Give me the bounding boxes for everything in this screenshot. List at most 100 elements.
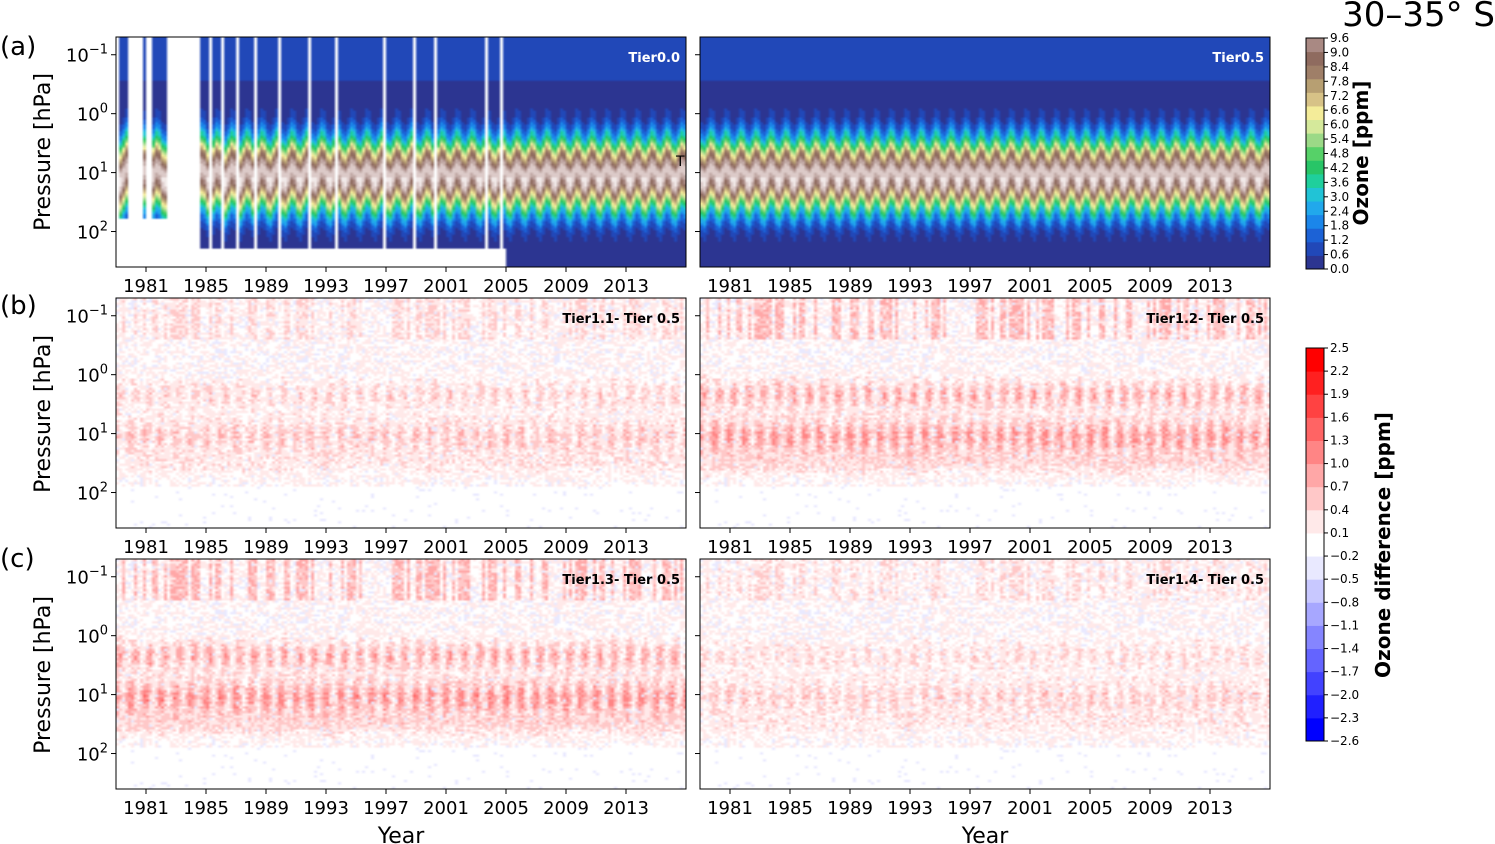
ytick-label-b-left-0: 10−1 — [66, 304, 108, 328]
panel-label-c-right: Tier1.4- Tier 0.5 — [1146, 573, 1264, 588]
xtick-label-c-right-3: 1993 — [887, 798, 933, 819]
colorbar-diff-tick-label-17: −2.6 — [1330, 734, 1359, 748]
colorbar-diff-swatch-5 — [1306, 602, 1324, 626]
colorbar-diff-tick-label-1: 2.2 — [1330, 364, 1349, 378]
ytick-label-a-left-2: 101 — [77, 161, 108, 185]
colorbar-ozone-swatch-16 — [1306, 38, 1324, 53]
colorbar-diff-tick-label-7: 0.4 — [1330, 503, 1349, 517]
xtick-label-a-right-8: 2013 — [1187, 276, 1233, 297]
colorbar-ozone-tick-label-12: 2.4 — [1330, 204, 1349, 218]
colorbar-diff-swatch-13 — [1306, 417, 1324, 441]
colorbar-diff-swatch-9 — [1306, 509, 1324, 534]
panels: Tier0.0 10−1 100 101 102 1981 1985 1989 1993 1997… — [66, 36, 1271, 819]
colorbar-diff-tick-label-9: −0.2 — [1330, 549, 1359, 563]
xtick-label-c-left-1: 1985 — [183, 798, 229, 819]
ytick-label-c-left-3: 102 — [77, 742, 108, 766]
axes-frame-c-left — [115, 558, 687, 790]
colorbar-diff-tick-label-15: −2.0 — [1330, 688, 1359, 702]
colorbar-diff-swatch-8 — [1306, 532, 1324, 557]
colorbar-ozone-swatch-7 — [1306, 160, 1324, 175]
xtick-label-a-right-2: 1989 — [827, 276, 873, 297]
xtick-label-b-left-5: 2001 — [423, 537, 469, 558]
colorbar-ozone-swatch-2 — [1306, 228, 1324, 243]
colorbar-diff-swatch-14 — [1306, 394, 1324, 418]
panel-label-a-right: Tier0.5 — [1212, 51, 1264, 66]
panel-a-right: Tier0.5 1981 1985 1989 1993 1997 2001 2005 2009 2… — [695, 36, 1271, 297]
xtick-label-c-right-4: 1997 — [947, 798, 993, 819]
xtick-label-a-left-4: 1997 — [363, 276, 409, 297]
ytick-label-a-left-3: 102 — [77, 220, 108, 244]
xtick-label-b-right-5: 2001 — [1007, 537, 1053, 558]
xtick-label-b-left-2: 1989 — [243, 537, 289, 558]
colorbar-ozone-tick-label-14: 1.2 — [1330, 233, 1349, 247]
colorbar-ozone-label: Ozone [ppm] — [1349, 81, 1373, 226]
panel-a-left: Tier0.0 10−1 100 101 102 1981 1985 1989 1993 1997… — [66, 36, 687, 297]
colorbar-diff-swatch-3 — [1306, 648, 1324, 673]
colorbar-diff-swatch-7 — [1306, 556, 1324, 580]
x-axis-label-left: Year — [377, 824, 426, 844]
xtick-label-b-left-7: 2009 — [543, 537, 589, 558]
colorbar-diff-tick-label-10: −0.5 — [1330, 572, 1359, 586]
colorbar-ozone-tick-label-5: 6.6 — [1330, 103, 1349, 117]
colorbar-ozone-tick-label-3: 7.8 — [1330, 74, 1349, 88]
heatmap-image-c-right — [700, 559, 1270, 789]
colorbar-diff-swatch-16 — [1306, 348, 1324, 372]
colorbar-ozone-tick-label-13: 1.8 — [1330, 219, 1349, 233]
colorbar-ozone-swatch-14 — [1306, 65, 1324, 80]
colorbar-ozone-tick-label-11: 3.0 — [1330, 190, 1349, 204]
panel-b-left: Tier1.1- Tier 0.5 10−1 100 101 102 1981 1985 19… — [66, 297, 687, 558]
xtick-label-c-right-5: 2001 — [1007, 798, 1053, 819]
colorbar-ozone-swatch-1 — [1306, 241, 1324, 256]
panel-c-right: Tier1.4- Tier 0.5 1981 1985 1989 1993 1997 200… — [695, 558, 1271, 819]
colorbar-diff-tick-label-4: 1.3 — [1330, 433, 1349, 447]
y-axis-label-c: Pressure [hPa] — [31, 596, 56, 754]
xtick-label-a-right-4: 1997 — [947, 276, 993, 297]
ytick-label-a-left-0: 10−1 — [66, 43, 108, 67]
axes-frame-c-right — [699, 558, 1271, 790]
panel-label-b-left: Tier1.1- Tier 0.5 — [562, 312, 680, 327]
colorbar-diff-swatch-10 — [1306, 486, 1324, 511]
colorbar-diff-tick-label-16: −2.3 — [1330, 711, 1359, 725]
xtick-label-a-right-7: 2009 — [1127, 276, 1173, 297]
colorbar-ozone-tick-label-10: 3.6 — [1330, 175, 1349, 189]
colorbars: 9.69.08.47.87.26.66.05.44.84.23.63.02.41… — [1305, 31, 1395, 748]
xtick-label-b-left-4: 1997 — [363, 537, 409, 558]
xtick-label-b-right-3: 1993 — [887, 537, 933, 558]
heatmap-image-a-right — [700, 37, 1270, 267]
colorbar-diff-tick-label-14: −1.7 — [1330, 665, 1359, 679]
ytick-label-c-left-1: 100 — [77, 624, 108, 648]
colorbar-diff-swatch-11 — [1306, 463, 1324, 488]
xtick-label-b-right-4: 1997 — [947, 537, 993, 558]
panel-letter-a: (a) — [0, 32, 36, 62]
xtick-label-c-left-0: 1981 — [123, 798, 169, 819]
xtick-label-b-right-6: 2005 — [1067, 537, 1113, 558]
colorbar-ozone-swatch-8 — [1306, 146, 1324, 161]
colorbar-diff-swatch-15 — [1306, 371, 1324, 395]
colorbar-ozone-swatch-4 — [1306, 201, 1324, 216]
xtick-label-b-left-8: 2013 — [603, 537, 649, 558]
colorbar-diff-swatch-12 — [1306, 440, 1324, 465]
colorbar-diff-swatch-4 — [1306, 625, 1324, 650]
colorbar-ozone-tick-label-16: 0.0 — [1330, 262, 1349, 276]
colorbar-ozone-swatch-3 — [1306, 214, 1324, 229]
xtick-label-a-right-0: 1981 — [707, 276, 753, 297]
xtick-label-b-left-1: 1985 — [183, 537, 229, 558]
panel-label-a-left: Tier0.0 — [628, 51, 680, 66]
ytick-label-b-left-3: 102 — [77, 481, 108, 505]
xtick-label-a-left-0: 1981 — [123, 276, 169, 297]
colorbar-ozone-swatch-13 — [1306, 78, 1324, 93]
xtick-label-a-right-3: 1993 — [887, 276, 933, 297]
colorbar-ozone: 9.69.08.47.87.26.66.05.44.84.23.63.02.41… — [1305, 31, 1373, 276]
colorbar-ozone-swatch-5 — [1306, 187, 1324, 202]
colorbar-diff-swatch-1 — [1306, 694, 1324, 719]
panel-label-b-right: Tier1.2- Tier 0.5 — [1146, 312, 1264, 327]
colorbar-diff-swatch-0 — [1306, 717, 1324, 742]
xtick-label-c-right-2: 1989 — [827, 798, 873, 819]
xtick-label-c-right-0: 1981 — [707, 798, 753, 819]
ytick-label-a-left-1: 100 — [77, 102, 108, 126]
xtick-label-b-left-0: 1981 — [123, 537, 169, 558]
xtick-label-a-left-2: 1989 — [243, 276, 289, 297]
colorbar-ozone-tick-label-2: 8.4 — [1330, 60, 1349, 74]
colorbar-diff-tick-label-12: −1.1 — [1330, 618, 1359, 632]
xtick-label-c-left-4: 1997 — [363, 798, 409, 819]
